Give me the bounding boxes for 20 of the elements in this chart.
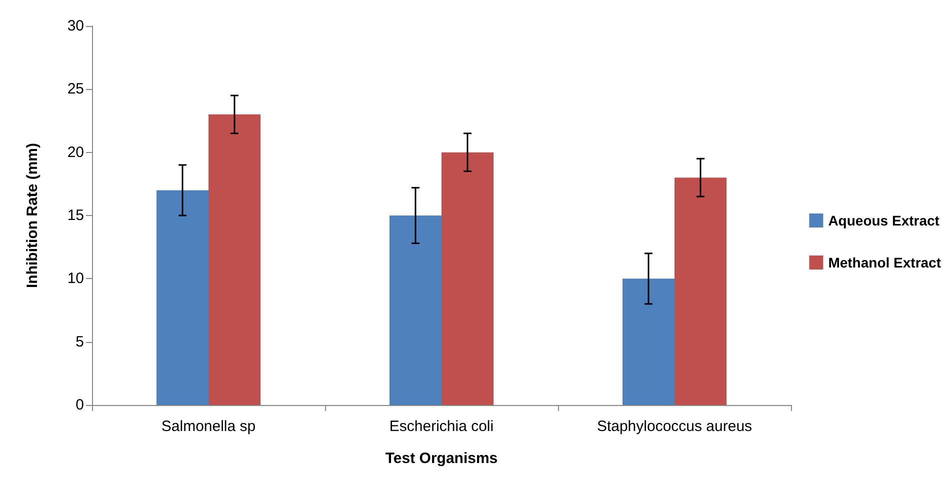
legend-label: Aqueous Extract [828, 212, 940, 228]
y-tick-label: 5 [76, 333, 84, 350]
x-tick-label: Salmonella sp [161, 418, 256, 435]
y-tick-label: 25 [67, 80, 84, 98]
y-tick-label: 0 [76, 396, 84, 414]
bar [208, 114, 260, 405]
bar [674, 178, 726, 405]
y-axis-title: Inhibition Rate (mm) [24, 143, 41, 288]
x-axis-title: Test Organisms [385, 450, 498, 467]
y-tick-label: 30 [67, 18, 84, 34]
y-tick-label: 20 [67, 144, 84, 161]
bar [390, 216, 442, 405]
bar [156, 190, 208, 405]
y-tick-label: 15 [67, 207, 84, 224]
x-tick-label: Escherichia coli [389, 418, 494, 435]
y-tick-label: 10 [67, 270, 84, 288]
bar [622, 278, 674, 405]
bar [442, 152, 494, 405]
x-tick-label: Staphylococcus aureus [596, 418, 752, 435]
legend-label: Methanol Extract [828, 254, 942, 270]
